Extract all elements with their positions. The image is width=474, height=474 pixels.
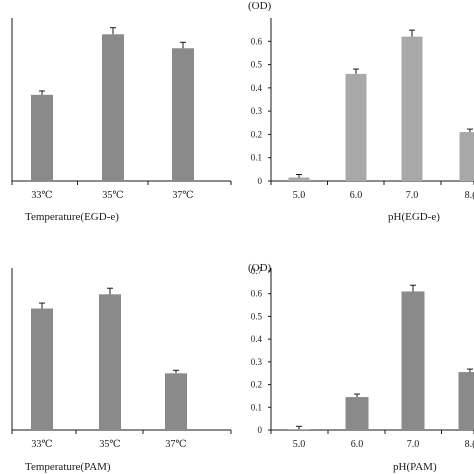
y-axis-label: (OD): [248, 262, 272, 274]
bar: [172, 48, 194, 182]
x-axis-label: Temperature(EGD-e): [25, 211, 119, 223]
x-axis-label: Temperature(PAM): [25, 461, 111, 473]
bar: [99, 294, 121, 430]
panel-ph-pam: (OD) pH(PAM) 0 0.1 0.2 0.3 0.4 0.5 0.6 0.7 5.0 6.…: [248, 262, 474, 473]
category-label: 33℃: [31, 439, 52, 450]
panel-ph-egd-e: (OD) pH(EGD-e) 0 0.1 0.2 0.3 0.4 0.5 0.6 5.0 6.0…: [248, 0, 474, 223]
y-tick-label: 0.6: [251, 36, 263, 46]
category-label: 8.(: [465, 190, 474, 201]
y-tick-label: 0.5: [251, 311, 263, 321]
bar: [458, 372, 474, 430]
y-tick-label: 0.3: [251, 357, 263, 367]
bar: [345, 73, 367, 181]
x-axis-label: pH(PAM): [393, 461, 437, 473]
y-tick-label: 0.6: [251, 289, 263, 299]
bar: [31, 94, 53, 181]
bar: [31, 308, 53, 430]
category-label: 35℃: [99, 439, 120, 450]
y-tick-label: 0.4: [251, 83, 263, 93]
y-tick-label: 0: [258, 425, 263, 435]
category-label: 33℃: [31, 190, 52, 201]
category-label: 37℃: [165, 439, 186, 450]
category-label: 8.(: [465, 439, 474, 450]
x-axis-label: pH(EGD-e): [388, 211, 440, 223]
bar: [287, 429, 311, 430]
panel-temperature-egd-e: Temperature(EGD-e) 33℃ 35℃ 37℃: [11, 18, 232, 223]
bar: [288, 177, 310, 181]
category-label: 6.0: [350, 190, 363, 201]
y-tick-label: 0.3: [251, 106, 263, 116]
category-label: 7.0: [407, 439, 420, 450]
y-tick-label: 0.2: [251, 380, 262, 390]
category-label: 5.0: [293, 190, 306, 201]
y-tick-label: 0.7: [251, 266, 263, 276]
category-label: 6.0: [351, 439, 364, 450]
bar: [401, 291, 425, 430]
y-tick-label: 0.4: [251, 334, 263, 344]
category-label: 35℃: [102, 190, 123, 201]
bar: [459, 132, 474, 181]
bar: [401, 36, 423, 181]
panel-temperature-pam: Temperature(PAM) 33℃ 35℃ 37℃: [11, 268, 232, 473]
y-tick-label: 0.5: [251, 60, 263, 70]
y-tick-label: 0: [258, 176, 263, 186]
y-axis-label: (OD): [248, 0, 272, 12]
y-tick-label: 0.1: [251, 402, 262, 412]
category-label: 37℃: [172, 190, 193, 201]
bar: [165, 373, 187, 430]
y-tick-label: 0.1: [251, 153, 262, 163]
bar: [345, 397, 369, 430]
category-label: 7.0: [406, 190, 419, 201]
category-label: 5.0: [293, 439, 306, 450]
y-tick-label: 0.2: [251, 129, 262, 139]
bar: [102, 34, 124, 181]
